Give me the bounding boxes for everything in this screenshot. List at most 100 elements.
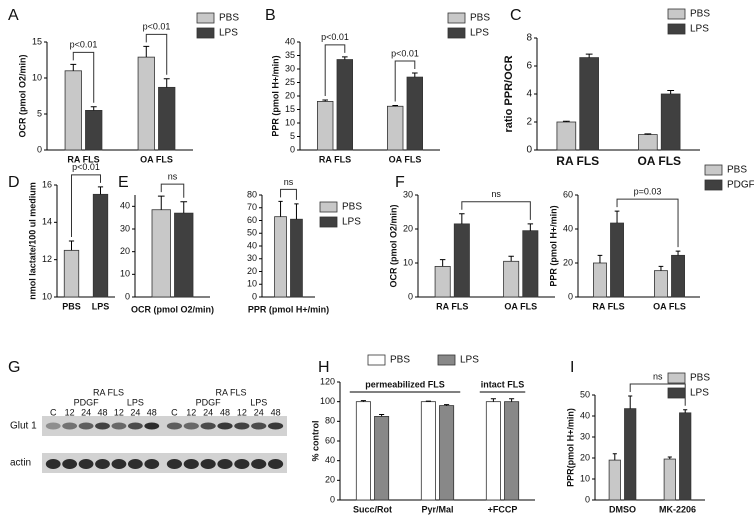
error-bar [68, 240, 75, 251]
error-bar [294, 203, 299, 220]
y-tick-label: 4 [526, 89, 532, 100]
y-tick-label: 60 [563, 189, 573, 199]
x-tick-label: OA FLS [637, 154, 681, 168]
error-bar [597, 254, 603, 263]
y-tick-label: 30 [403, 189, 413, 199]
y-tick-label: 30 [247, 253, 257, 263]
annotation: ns [491, 189, 501, 199]
y-tick-label: 0 [252, 291, 257, 301]
annotation: permeabilized FLS [365, 379, 445, 389]
bar [503, 260, 520, 298]
bracket [461, 201, 531, 220]
y-tick-label: 30 [285, 63, 295, 73]
lane-label: 24 [203, 407, 213, 417]
y-tick-label: 40 [563, 223, 573, 233]
x-tick-label: Succ/Rot [353, 504, 392, 514]
legend-swatch [667, 23, 686, 35]
lane-label: 12 [65, 407, 75, 417]
bar [92, 193, 109, 298]
y-tick-label: 100 [320, 396, 335, 406]
bar [610, 222, 624, 298]
y-tick-label: 15 [285, 104, 295, 114]
lane-label: 48 [97, 407, 107, 417]
x-tick-label: MK-2206 [659, 504, 696, 514]
bar [556, 121, 577, 151]
error-bar [490, 398, 496, 402]
lane-label: 12 [186, 407, 196, 417]
annotation: p=0.03 [634, 187, 662, 197]
bracket [324, 44, 346, 97]
annotation: p<0.01 [321, 32, 349, 42]
bar [504, 401, 520, 501]
y-tick-label: 60 [247, 215, 257, 225]
y-tick-label: 0 [290, 144, 295, 154]
blot-band [111, 422, 127, 430]
x-tick-label: OA FLS [504, 301, 537, 311]
lane-label: 24 [130, 407, 140, 417]
error-bar [341, 56, 348, 60]
legend-label: LPS [470, 28, 489, 39]
y-tick-label: 0 [408, 291, 413, 301]
panel-label: H [318, 359, 330, 376]
blot-band [200, 459, 216, 469]
bar [671, 254, 685, 298]
blot-band [78, 459, 94, 469]
lane-label: 24 [254, 407, 264, 417]
annotation: p<0.01 [391, 48, 419, 58]
bracket [71, 174, 101, 237]
legend-label: LPS [690, 24, 709, 35]
blot-band [78, 422, 94, 430]
y-tick-label: 40 [285, 36, 295, 46]
y-axis-label: PPR(pmol H+/min) [565, 408, 575, 487]
annotation: ns [168, 172, 178, 182]
bar [420, 401, 436, 501]
annotation: p<0.01 [72, 162, 100, 172]
error-bar [612, 453, 617, 461]
blot-band [127, 422, 143, 430]
y-tick-label: 40 [247, 240, 257, 250]
y-axis-label: nmol lactate/100 ul medium [27, 182, 37, 300]
y-axis-label: OCR (pmol O2/min) [17, 54, 27, 137]
y-tick-label: 0 [568, 291, 573, 301]
legend-label: PBS [342, 202, 362, 213]
annotation: intact FLS [481, 379, 525, 389]
y-tick-label: 80 [247, 189, 257, 199]
blot-band [95, 422, 110, 430]
bracket [280, 188, 297, 200]
x-axis-label: PPR (pmol H+/min) [248, 304, 329, 314]
bar [386, 105, 404, 151]
y-tick-label: 50 [580, 389, 590, 399]
y-tick-label: 60 [325, 435, 335, 445]
blot-band [234, 459, 250, 469]
bar [522, 230, 539, 298]
bar [660, 93, 681, 151]
bar [624, 408, 637, 501]
blot-band [144, 422, 160, 430]
blot-band [111, 459, 127, 469]
error-bar [459, 213, 465, 224]
y-tick-label: 10 [120, 269, 130, 279]
panel-label: D [8, 174, 20, 191]
y-tick-label: 10 [285, 117, 295, 127]
y-tick-label: 12 [42, 254, 52, 264]
bar [406, 76, 424, 151]
y-tick-label: 20 [580, 452, 590, 462]
bar [85, 110, 103, 151]
lane-label: 12 [114, 407, 124, 417]
y-tick-label: 120 [320, 376, 335, 386]
y-tick-label: 0 [585, 494, 590, 504]
bar [434, 265, 451, 298]
panel-label: C [510, 7, 522, 24]
legend-swatch [367, 354, 386, 366]
panel-label: E [118, 174, 129, 191]
bar [274, 216, 287, 298]
lane-label: 12 [237, 407, 247, 417]
lane-label: C [50, 407, 57, 417]
legend-label: LPS [690, 388, 709, 399]
y-tick-label: 0 [125, 291, 130, 301]
blot-band [127, 459, 143, 469]
legend-swatch [196, 12, 215, 24]
error-bar [411, 72, 418, 78]
y-tick-label: 30 [580, 431, 590, 441]
